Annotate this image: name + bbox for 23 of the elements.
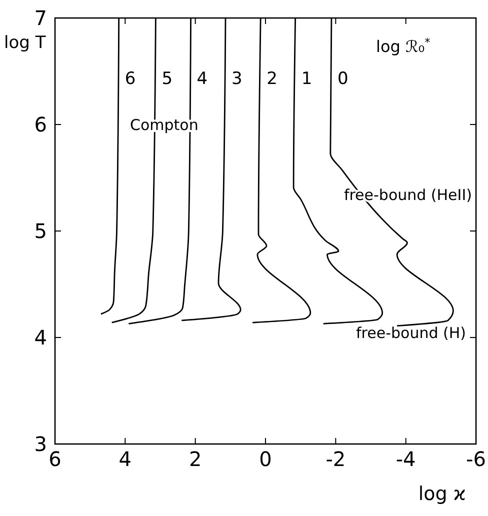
series-label: 3 bbox=[232, 69, 242, 89]
x-tick-label: -6 bbox=[466, 447, 486, 471]
y-tick-label: 6 bbox=[34, 112, 47, 136]
y-tick-label: 7 bbox=[34, 6, 47, 30]
x-tick-label: -4 bbox=[396, 447, 416, 471]
x-tick-label: 2 bbox=[188, 447, 202, 471]
series-label: 5 bbox=[162, 69, 173, 89]
x-tick-label: -2 bbox=[326, 447, 346, 471]
legend-title: log ℛ₀$^{*}$ bbox=[376, 36, 431, 56]
y-tick-label: 3 bbox=[34, 432, 47, 456]
x-axis-title: log ϰ bbox=[418, 483, 466, 505]
y-axis-title: log T bbox=[4, 33, 46, 53]
y-tick-label: 4 bbox=[34, 326, 47, 350]
series-label: 4 bbox=[196, 69, 208, 89]
annotation: free-bound (H) bbox=[356, 324, 466, 342]
series-label: 0 bbox=[337, 69, 348, 89]
series-label: 6 bbox=[124, 69, 136, 89]
x-tick-label: 4 bbox=[118, 447, 132, 471]
x-tick-label: 0 bbox=[259, 447, 272, 471]
series-label: 1 bbox=[301, 69, 312, 89]
series-label: 2 bbox=[266, 69, 278, 89]
y-tick-label: 5 bbox=[34, 219, 47, 243]
x-tick-label: 6 bbox=[48, 447, 62, 471]
